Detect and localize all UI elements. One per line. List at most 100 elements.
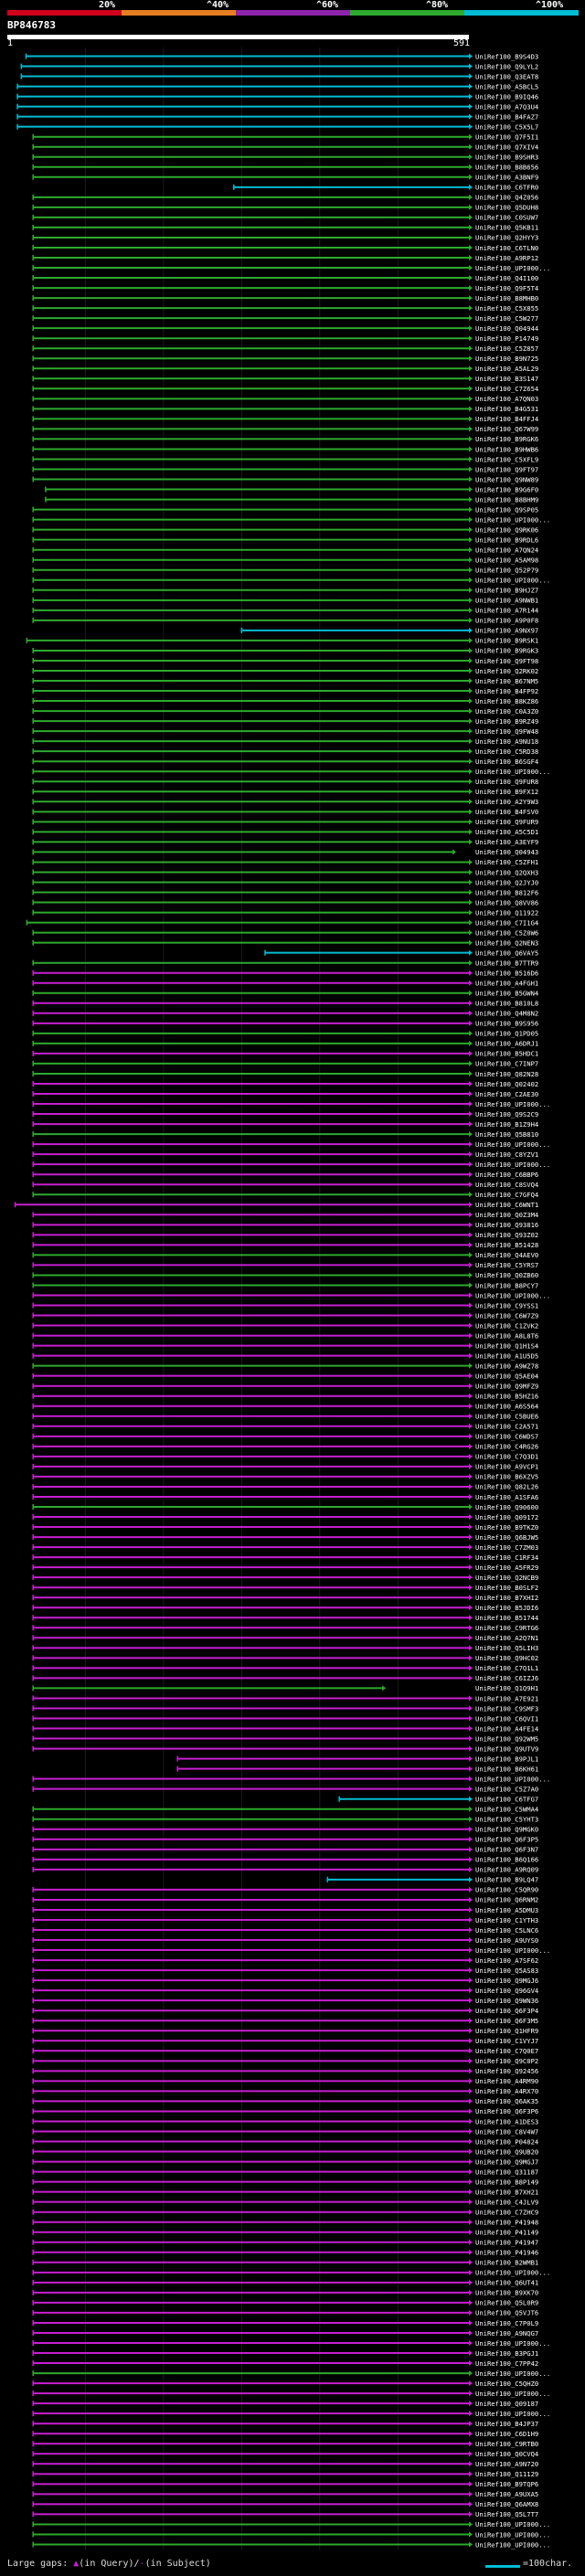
hit-label[interactable]: UniRef100_A4RM90 (475, 2077, 538, 2085)
hit-label[interactable]: UniRef100_Q82N28 (475, 1070, 538, 1078)
hit-label[interactable]: UniRef100_C4JLV9 (475, 2198, 538, 2206)
hit-label[interactable]: UniRef100_UPI000... (475, 1100, 550, 1108)
hit-label[interactable]: UniRef100_B8B656 (475, 164, 538, 172)
hit-label[interactable]: UniRef100_B9PJL1 (475, 1754, 538, 1763)
hit-label[interactable]: UniRef100_C5LNC6 (475, 1926, 538, 1935)
hit-label[interactable]: UniRef100_Q02402 (475, 1080, 538, 1088)
hit-label[interactable]: UniRef100_A9NQG7 (475, 2329, 538, 2337)
hit-label[interactable]: UniRef100_A7E921 (475, 1694, 538, 1702)
hit-label[interactable]: UniRef100_C1VYJ7 (475, 2037, 538, 2045)
hit-label[interactable]: UniRef100_Q9MGJ6 (475, 1977, 538, 1985)
hit-label[interactable]: UniRef100_B4FSV0 (475, 808, 538, 816)
hit-label[interactable]: UniRef100_P41948 (475, 2219, 538, 2227)
hit-label[interactable]: UniRef100_B6XZV5 (475, 1473, 538, 1481)
hit-label[interactable]: UniRef100_Q9LYL2 (475, 62, 538, 70)
hit-label[interactable]: UniRef100_Q6F3M5 (475, 2017, 538, 2025)
hit-label[interactable]: UniRef100_Q5L7T7 (475, 2510, 538, 2518)
hit-label[interactable]: UniRef100_B9FX12 (475, 788, 538, 796)
hit-label[interactable]: UniRef100_UPI000... (475, 1946, 550, 1955)
hit-label[interactable]: UniRef100_B2WMB1 (475, 2259, 538, 2267)
hit-label[interactable]: UniRef100_UPI000... (475, 2369, 550, 2378)
hit-label[interactable]: UniRef100_A9VCP1 (475, 1463, 538, 1471)
hit-label[interactable]: UniRef100_A9RQ09 (475, 1866, 538, 1874)
hit-label[interactable]: UniRef100_Q6RNM2 (475, 1896, 538, 1904)
hit-label[interactable]: UniRef100_C6WNT1 (475, 1201, 538, 1209)
hit-label[interactable]: UniRef100_Q2NEN3 (475, 938, 538, 947)
hit-label[interactable]: UniRef100_Q9NW89 (475, 475, 538, 483)
hit-label[interactable]: UniRef100_C5W277 (475, 314, 538, 323)
hit-label[interactable]: UniRef100_UPI000... (475, 2269, 550, 2277)
hit-label[interactable]: UniRef100_Q1HFR9 (475, 2027, 538, 2035)
hit-label[interactable]: UniRef100_B3PGJ1 (475, 2349, 538, 2358)
hit-label[interactable]: UniRef100_B9XK70 (475, 2289, 538, 2297)
hit-label[interactable]: UniRef100_C5X5L7 (475, 122, 538, 131)
hit-label[interactable]: UniRef100_UPI000... (475, 2540, 550, 2549)
hit-label[interactable]: UniRef100_Q6VAY5 (475, 949, 538, 957)
hit-label[interactable]: UniRef100_B5GWN4 (475, 990, 538, 998)
hit-label[interactable]: UniRef100_Q09187 (475, 2400, 538, 2408)
hit-label[interactable]: UniRef100_P04824 (475, 2137, 538, 2146)
hit-label[interactable]: UniRef100_A9NU18 (475, 737, 538, 746)
hit-label[interactable]: UniRef100_Q92456 (475, 2067, 538, 2075)
hit-label[interactable]: UniRef100_B8KZ86 (475, 697, 538, 705)
hit-label[interactable]: UniRef100_B3S147 (475, 375, 538, 383)
hit-label[interactable]: UniRef100_Q11129 (475, 2470, 538, 2478)
hit-label[interactable]: UniRef100_B9S956 (475, 1020, 538, 1028)
hit-label[interactable]: UniRef100_UPI000... (475, 1291, 550, 1299)
hit-label[interactable]: UniRef100_C7I1G4 (475, 918, 538, 927)
hit-label[interactable]: UniRef100_B9RSK1 (475, 637, 538, 645)
hit-label[interactable]: UniRef100_B9HJZ7 (475, 587, 538, 595)
hit-label[interactable]: UniRef100_C7P0L9 (475, 2319, 538, 2327)
hit-label[interactable]: UniRef100_B51428 (475, 1241, 538, 1249)
hit-label[interactable]: UniRef100_C6W7Z9 (475, 1311, 538, 1320)
hit-label[interactable]: UniRef100_P41947 (475, 2239, 538, 2247)
hit-label[interactable]: UniRef100_Q6BJW5 (475, 1533, 538, 1542)
hit-label[interactable]: UniRef100_C0A3Z0 (475, 707, 538, 716)
hit-label[interactable]: UniRef100_C9RTG6 (475, 1624, 538, 1632)
hit-label[interactable]: UniRef100_Q9MFZ9 (475, 1383, 538, 1391)
hit-label[interactable]: UniRef100_Q1Q9H1 (475, 1684, 538, 1692)
hit-label[interactable]: UniRef100_A6S564 (475, 1403, 538, 1411)
hit-label[interactable]: UniRef100_B5HDC1 (475, 1050, 538, 1058)
hit-label[interactable]: UniRef100_B6KH61 (475, 1765, 538, 1773)
hit-label[interactable]: UniRef100_B9LQ47 (475, 1876, 538, 1884)
hit-label[interactable]: UniRef100_Q2JYJ0 (475, 878, 538, 886)
hit-label[interactable]: UniRef100_A1DES3 (475, 2117, 538, 2125)
hit-label[interactable]: UniRef100_Q7F5I1 (475, 133, 538, 142)
hit-label[interactable]: UniRef100_A4FE14 (475, 1724, 538, 1733)
hit-label[interactable]: UniRef100_Q93816 (475, 1221, 538, 1229)
hit-label[interactable]: UniRef100_UPI000... (475, 515, 550, 524)
hit-label[interactable]: UniRef100_B4G531 (475, 405, 538, 413)
hit-label[interactable]: UniRef100_C5QHZ0 (475, 2380, 538, 2388)
hit-label[interactable]: UniRef100_Q6F3P6 (475, 2107, 538, 2115)
hit-label[interactable]: UniRef100_C8YZV1 (475, 1150, 538, 1159)
hit-label[interactable]: UniRef100_Q2NCB9 (475, 1574, 538, 1582)
hit-label[interactable]: UniRef100_C6TLN0 (475, 244, 538, 252)
hit-label[interactable]: UniRef100_B9RGK3 (475, 647, 538, 655)
hit-label[interactable]: UniRef100_A2Q7N1 (475, 1634, 538, 1642)
hit-label[interactable]: UniRef100_B0SLF2 (475, 1584, 538, 1592)
hit-label[interactable]: UniRef100_Q9MGJ7 (475, 2157, 538, 2166)
hit-label[interactable]: UniRef100_A7R144 (475, 607, 538, 615)
hit-label[interactable]: UniRef100_C7Q3D1 (475, 1453, 538, 1461)
hit-label[interactable]: UniRef100_B9RDL6 (475, 535, 538, 544)
hit-label[interactable]: UniRef100_Q9SP05 (475, 505, 538, 514)
hit-label[interactable]: UniRef100_Q9S2C9 (475, 1110, 538, 1118)
hit-label[interactable]: UniRef100_Q96GV4 (475, 1987, 538, 1995)
hit-label[interactable]: UniRef100_A9UXA5 (475, 2490, 538, 2498)
hit-label[interactable]: UniRef100_Q5KB11 (475, 224, 538, 232)
hit-label[interactable]: UniRef100_A9WZ78 (475, 1362, 538, 1370)
hit-label[interactable]: UniRef100_A9N720 (475, 2460, 538, 2468)
hit-label[interactable]: UniRef100_Q5DUH8 (475, 204, 538, 212)
hit-label[interactable]: UniRef100_B7XHI2 (475, 1594, 538, 1602)
hit-label[interactable]: UniRef100_C5XFL9 (475, 455, 538, 463)
hit-label[interactable]: UniRef100_A5DMU3 (475, 1906, 538, 1914)
hit-label[interactable]: UniRef100_C6TFG7 (475, 1795, 538, 1803)
hit-label[interactable]: UniRef100_C7Q1L1 (475, 1664, 538, 1672)
hit-label[interactable]: UniRef100_Q52P79 (475, 567, 538, 575)
hit-label[interactable]: UniRef100_Q3EAT8 (475, 72, 538, 80)
hit-label[interactable]: UniRef100_C5Z7A0 (475, 1785, 538, 1793)
hit-label[interactable]: UniRef100_UPI000... (475, 2520, 550, 2528)
hit-label[interactable]: UniRef100_A7SF62 (475, 1956, 538, 1965)
hit-label[interactable]: UniRef100_C5YRS7 (475, 1261, 538, 1269)
